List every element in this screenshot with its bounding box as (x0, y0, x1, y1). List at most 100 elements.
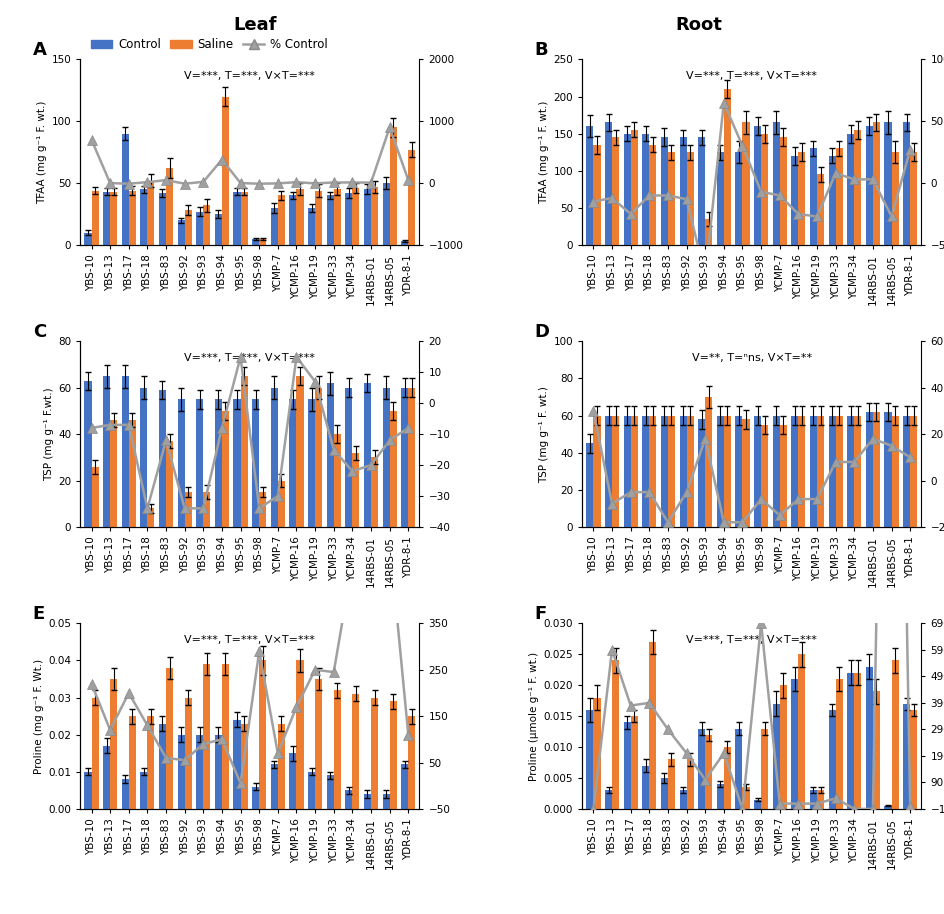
Bar (704, 219, 712, 245)
Bar (140, 771, 147, 809)
Bar (389, 411, 396, 526)
Bar (834, 148, 842, 245)
Bar (716, 152, 723, 245)
Bar (252, 399, 259, 526)
Bar (401, 241, 408, 245)
Bar (122, 780, 128, 809)
Bar (214, 214, 222, 245)
Bar (363, 383, 371, 526)
Bar (382, 794, 389, 809)
Text: Root: Root (675, 16, 722, 35)
Text: V=***, T=***, V×T=***: V=***, T=***, V×T=*** (184, 353, 315, 363)
Bar (679, 416, 686, 526)
Bar (296, 189, 303, 245)
Bar (327, 196, 333, 245)
Bar (612, 661, 618, 809)
Bar (327, 383, 333, 526)
Bar (760, 425, 767, 526)
Bar (382, 388, 389, 526)
Bar (667, 760, 674, 809)
Bar (585, 443, 593, 526)
Bar (159, 390, 166, 526)
Bar (890, 416, 898, 526)
Bar (585, 710, 593, 809)
Bar (660, 416, 667, 526)
Bar (704, 735, 712, 809)
Bar (834, 679, 842, 809)
Bar (333, 189, 341, 245)
Bar (909, 416, 917, 526)
Bar (642, 766, 649, 809)
Bar (698, 728, 704, 809)
Bar (798, 654, 804, 809)
Bar (630, 130, 637, 245)
Bar (809, 416, 817, 526)
Bar (798, 416, 804, 526)
Bar (734, 152, 742, 245)
Bar (289, 399, 296, 526)
Text: V=***, T=***, V×T=***: V=***, T=***, V×T=*** (685, 70, 817, 80)
Bar (630, 717, 637, 809)
Bar (345, 791, 352, 809)
Bar (296, 377, 303, 526)
Bar (760, 728, 767, 809)
Bar (110, 679, 117, 809)
Bar (408, 388, 415, 526)
Bar (828, 710, 834, 809)
Legend: Control, Saline, % Control: Control, Saline, % Control (86, 34, 332, 57)
Bar (147, 717, 154, 809)
Bar (817, 791, 823, 809)
Bar (909, 710, 917, 809)
Bar (742, 787, 749, 809)
Bar (723, 89, 730, 245)
Bar (902, 416, 909, 526)
Bar (147, 181, 154, 245)
Bar (847, 416, 853, 526)
Bar (122, 377, 128, 526)
Bar (872, 122, 879, 245)
Bar (660, 778, 667, 809)
Bar (184, 697, 192, 809)
Bar (585, 126, 593, 245)
Bar (345, 193, 352, 245)
Bar (371, 697, 378, 809)
Bar (753, 800, 760, 809)
Bar (84, 381, 92, 526)
Bar (772, 416, 779, 526)
Bar (103, 192, 110, 245)
Bar (177, 399, 184, 526)
Bar (698, 420, 704, 526)
Bar (828, 416, 834, 526)
Bar (593, 697, 599, 809)
Bar (679, 137, 686, 245)
Bar (872, 691, 879, 809)
Bar (704, 397, 712, 526)
Bar (92, 697, 98, 809)
Bar (92, 467, 98, 526)
Bar (233, 399, 241, 526)
Bar (352, 452, 359, 526)
Bar (184, 492, 192, 526)
Bar (742, 122, 749, 245)
Bar (723, 747, 730, 809)
Bar (779, 425, 786, 526)
Bar (853, 416, 861, 526)
Bar (686, 760, 693, 809)
Bar (809, 791, 817, 809)
Bar (233, 192, 241, 245)
Bar (110, 420, 117, 526)
Bar (401, 388, 408, 526)
Bar (203, 492, 211, 526)
Bar (241, 377, 247, 526)
Bar (159, 724, 166, 809)
Bar (623, 416, 630, 526)
Bar (184, 210, 192, 245)
Bar (166, 441, 173, 526)
Bar (734, 416, 742, 526)
Text: V=***, T=***, V×T=***: V=***, T=***, V×T=*** (685, 634, 817, 644)
Bar (352, 694, 359, 809)
Bar (159, 193, 166, 245)
Bar (760, 133, 767, 245)
Text: V=***, T=***, V×T=***: V=***, T=***, V×T=*** (184, 634, 315, 644)
Bar (389, 127, 396, 245)
